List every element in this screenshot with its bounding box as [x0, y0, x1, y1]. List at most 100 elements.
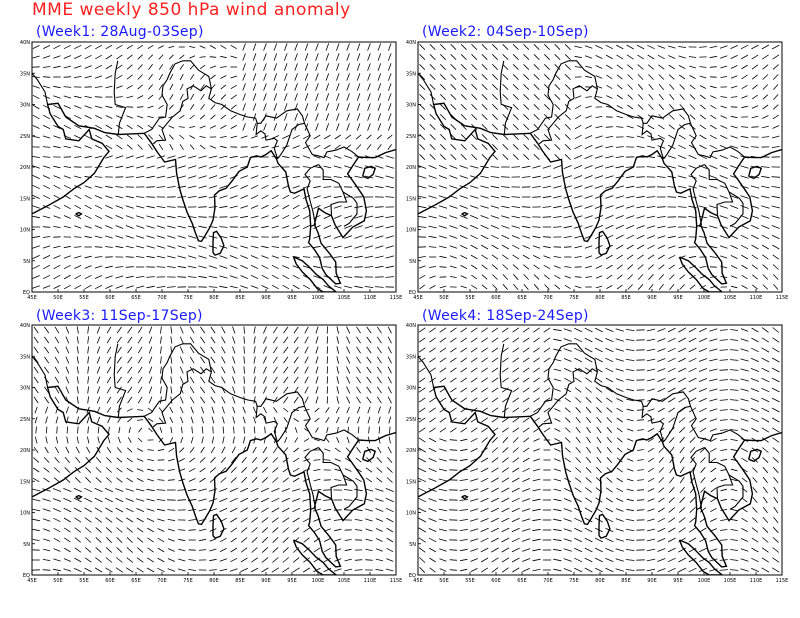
wind-vector [667, 557, 676, 563]
wind-vector [65, 356, 70, 364]
wind-vector [646, 558, 656, 562]
wind-vector [115, 567, 124, 573]
wind-vector [627, 84, 633, 90]
wind-vector [253, 356, 256, 364]
wind-vector [719, 175, 728, 179]
wind-vector [52, 488, 62, 492]
wind-vector [648, 84, 654, 90]
wind-vector [740, 328, 749, 332]
wind-vector [574, 567, 583, 573]
wind-vector [439, 558, 447, 562]
wind-vector [313, 245, 321, 249]
wind-vector [367, 93, 371, 101]
wind-vector [449, 205, 458, 209]
wind-vector [198, 488, 207, 492]
wind-vector [179, 93, 184, 101]
border-line [113, 60, 127, 135]
wind-vector [344, 539, 352, 541]
wind-vector [65, 376, 70, 384]
wind-vector [263, 376, 267, 384]
wind-vector [605, 338, 614, 342]
wind-vector [584, 55, 593, 59]
wind-vector [719, 339, 728, 341]
wind-vector [709, 256, 717, 258]
wind-vector [367, 83, 371, 91]
wind-vector [294, 63, 298, 71]
lat-tick-label: 35N [406, 71, 416, 77]
wind-vector [532, 226, 541, 228]
wind-vector [646, 378, 655, 382]
wind-vector [491, 387, 499, 393]
wind-vector [147, 547, 154, 553]
wind-vector [220, 55, 227, 59]
wind-vector [677, 165, 687, 169]
wind-vector [232, 436, 235, 444]
wind-vector [261, 467, 268, 473]
wind-vector [63, 124, 71, 130]
wind-vector [761, 377, 770, 383]
wind-vector [481, 357, 488, 363]
wind-vector [200, 93, 205, 101]
wind-vector [116, 326, 122, 334]
wind-vector [669, 104, 675, 110]
wind-vector [584, 537, 593, 543]
wind-vector [148, 64, 153, 70]
wind-vector [325, 113, 330, 121]
wind-vector [261, 527, 269, 533]
wind-vector [42, 156, 51, 158]
wind-vector [253, 376, 256, 384]
wind-vector [208, 255, 218, 259]
wind-vector [699, 537, 707, 543]
wind-vector [118, 426, 121, 434]
wind-vector [189, 376, 195, 384]
wind-vector [294, 83, 298, 91]
wind-vector [137, 54, 143, 60]
wind-vector [689, 104, 696, 110]
wind-vector [94, 567, 103, 573]
wind-vector [595, 96, 603, 98]
wind-vector [595, 347, 603, 353]
wind-vector [115, 195, 124, 199]
wind-vector [730, 145, 739, 149]
wind-vector [698, 558, 708, 562]
wind-vector [54, 356, 60, 364]
wind-vector [179, 336, 184, 344]
wind-vector [304, 376, 309, 384]
wind-vector [449, 185, 458, 189]
wind-vector [490, 215, 500, 219]
wind-vector [596, 456, 602, 464]
wind-vector [366, 366, 372, 374]
wind-vector [116, 64, 123, 70]
wind-vector [190, 416, 194, 424]
wind-vector [250, 497, 259, 503]
wind-vector [169, 143, 174, 151]
wind-vector [657, 165, 666, 169]
wind-vector [574, 507, 583, 513]
wind-vector [428, 185, 437, 189]
wind-vector [200, 336, 206, 344]
wind-vector [167, 235, 176, 239]
wind-vector [84, 75, 92, 79]
wind-vector [116, 134, 123, 140]
wind-vector [646, 348, 656, 352]
lat-tick-label: 15N [406, 196, 416, 202]
wind-vector [584, 215, 593, 219]
wind-vector [292, 567, 300, 573]
wind-vector [364, 508, 373, 512]
wind-vector [200, 366, 206, 374]
wind-vector [95, 134, 102, 140]
wind-vector [741, 64, 748, 70]
coastline [418, 385, 782, 568]
wind-vector [148, 376, 153, 384]
border-line [318, 164, 348, 216]
wind-vector [376, 386, 382, 394]
wind-vector [741, 95, 748, 99]
wind-vector [761, 417, 770, 423]
wind-vector [648, 274, 654, 280]
wind-vector [521, 176, 531, 178]
wind-vector [647, 124, 655, 130]
wind-vector [292, 176, 300, 178]
wind-vector [762, 447, 769, 453]
wind-vector [44, 346, 50, 354]
wind-vector [490, 195, 500, 199]
